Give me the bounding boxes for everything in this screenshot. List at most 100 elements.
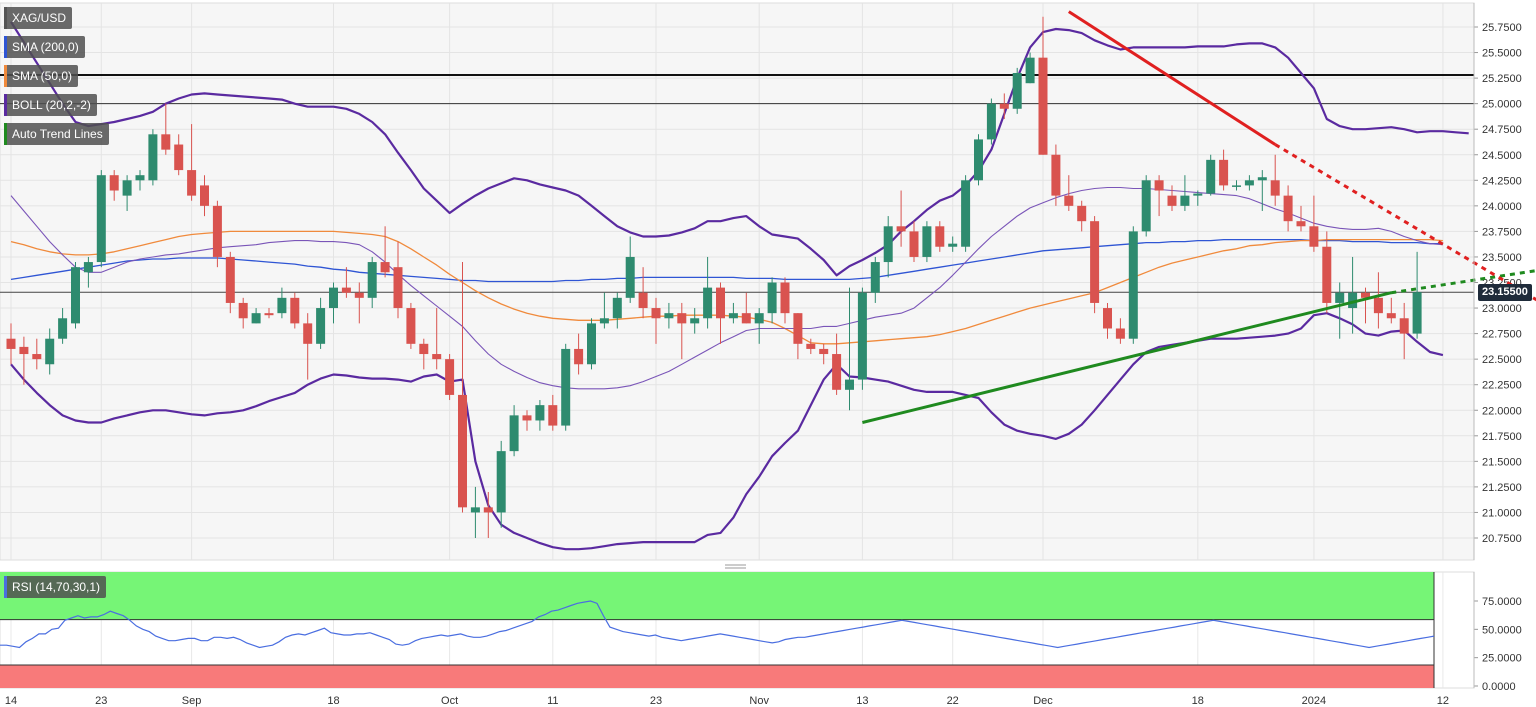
candle-body bbox=[277, 297, 287, 314]
sma50-line bbox=[10, 230, 1443, 345]
y-tick-label: 23.5000 bbox=[1482, 252, 1522, 264]
boll-upper-line bbox=[10, 21, 1469, 277]
candle-body bbox=[651, 308, 661, 319]
x-tick-label: 12 bbox=[1437, 695, 1449, 707]
x-tick-label: Oct bbox=[441, 695, 458, 707]
candle-body bbox=[587, 323, 596, 365]
candle-body bbox=[780, 282, 790, 314]
candle-body bbox=[1206, 159, 1216, 194]
candle-body bbox=[948, 243, 958, 247]
y-tick-label: 23.0000 bbox=[1482, 303, 1522, 315]
legend-sma50[interactable]: SMA (50,0) bbox=[4, 65, 79, 87]
legend-sma50-label: SMA (50,0) bbox=[12, 69, 73, 83]
y-tick-label: 22.5000 bbox=[1482, 354, 1522, 366]
rsi-oversold-band bbox=[0, 665, 1434, 688]
candle-body bbox=[832, 354, 842, 390]
candle-body bbox=[703, 287, 713, 319]
candle-body bbox=[870, 262, 880, 293]
candle-body bbox=[535, 405, 545, 421]
candle-body bbox=[225, 256, 235, 303]
candle-body bbox=[1335, 292, 1345, 303]
candle-body bbox=[32, 354, 42, 360]
legend-sma200-label: SMA (200,0) bbox=[12, 40, 79, 54]
candle-body bbox=[1154, 180, 1164, 191]
candle-body bbox=[367, 262, 377, 298]
candle-body bbox=[1361, 292, 1370, 298]
rsi-y-tick-label: 50.0000 bbox=[1482, 624, 1522, 636]
y-tick-label: 24.7500 bbox=[1482, 124, 1522, 136]
main-panel-bg bbox=[0, 2, 1475, 561]
candle-body bbox=[1128, 231, 1138, 339]
y-tick-label: 21.0000 bbox=[1482, 507, 1522, 519]
rsi-y-tick-label: 0.0000 bbox=[1482, 681, 1516, 693]
candle-body bbox=[6, 338, 16, 349]
candle-body bbox=[819, 348, 829, 355]
candle-body bbox=[935, 226, 945, 247]
candle-body bbox=[741, 313, 751, 324]
y-tick-label: 25.7500 bbox=[1482, 22, 1522, 34]
candle-body bbox=[1167, 195, 1177, 206]
candle-body bbox=[1399, 318, 1409, 334]
rsi-swatch bbox=[4, 576, 7, 598]
candle-body bbox=[677, 313, 687, 324]
candle-body bbox=[264, 313, 274, 316]
legend-trend[interactable]: Auto Trend Lines bbox=[4, 123, 109, 145]
y-tick-label: 24.0000 bbox=[1482, 201, 1522, 213]
candle-body bbox=[1373, 297, 1383, 314]
candle-body bbox=[316, 308, 326, 344]
legend-boll[interactable]: BOLL (20,2,-2) bbox=[4, 94, 97, 116]
candle-body bbox=[58, 318, 68, 339]
y-tick-label: 25.2500 bbox=[1482, 73, 1522, 85]
candle-body bbox=[561, 348, 571, 426]
candle-body bbox=[329, 287, 338, 309]
candle-body bbox=[728, 313, 738, 319]
candle-body bbox=[1051, 154, 1061, 196]
y-tick-label: 24.2500 bbox=[1482, 175, 1522, 187]
candle-body bbox=[1012, 72, 1022, 109]
candle-body bbox=[1296, 221, 1306, 227]
legend-rsi[interactable]: RSI (14,70,30,1) bbox=[4, 576, 107, 598]
candle-body bbox=[767, 282, 777, 314]
x-tick-label: 23 bbox=[650, 695, 662, 707]
rsi-overbought-band bbox=[0, 572, 1434, 620]
candle-body bbox=[122, 180, 132, 196]
candle-body bbox=[483, 507, 493, 513]
boll-middle-line bbox=[10, 186, 1443, 390]
candle-body bbox=[883, 226, 893, 263]
rsi-y-tick-label: 25.0000 bbox=[1482, 653, 1522, 665]
rsi-line bbox=[0, 600, 1435, 649]
candle-body bbox=[83, 262, 93, 273]
y-tick-label: 25.5000 bbox=[1482, 48, 1522, 60]
sma200-line bbox=[10, 238, 1443, 283]
last-price-badge: 23.15500 bbox=[1478, 284, 1532, 301]
legend-symbol[interactable]: XAG/USD bbox=[4, 7, 73, 29]
candle-body bbox=[548, 405, 558, 426]
x-tick-label: 18 bbox=[327, 695, 339, 707]
candle-body bbox=[1283, 195, 1293, 222]
candle-body bbox=[845, 379, 854, 390]
candle-body bbox=[380, 262, 390, 273]
y-tick-label: 20.7500 bbox=[1482, 533, 1522, 545]
candle-body bbox=[109, 175, 119, 191]
legend-sma200[interactable]: SMA (200,0) bbox=[4, 36, 85, 58]
candle-body bbox=[638, 292, 648, 309]
x-tick-label: 14 bbox=[5, 695, 17, 707]
candle-body bbox=[793, 313, 803, 344]
candle-body bbox=[754, 313, 764, 324]
candle-body bbox=[1309, 226, 1319, 247]
legend-swatch bbox=[4, 7, 7, 29]
support-trend-line bbox=[862, 291, 1392, 424]
y-tick-label: 25.0000 bbox=[1482, 99, 1522, 111]
x-tick-label: 18 bbox=[1192, 695, 1204, 707]
y-tick-label: 21.5000 bbox=[1482, 456, 1522, 468]
candle-body bbox=[1180, 195, 1190, 206]
x-tick-label: 13 bbox=[856, 695, 868, 707]
y-tick-label: 22.2500 bbox=[1482, 380, 1522, 392]
candle-body bbox=[716, 287, 725, 319]
candle-body bbox=[522, 415, 532, 421]
candle-body bbox=[445, 359, 455, 395]
candle-body bbox=[922, 226, 932, 257]
y-tick-label: 24.5000 bbox=[1482, 150, 1522, 162]
candle-body bbox=[148, 134, 158, 181]
candle-body bbox=[625, 256, 635, 298]
